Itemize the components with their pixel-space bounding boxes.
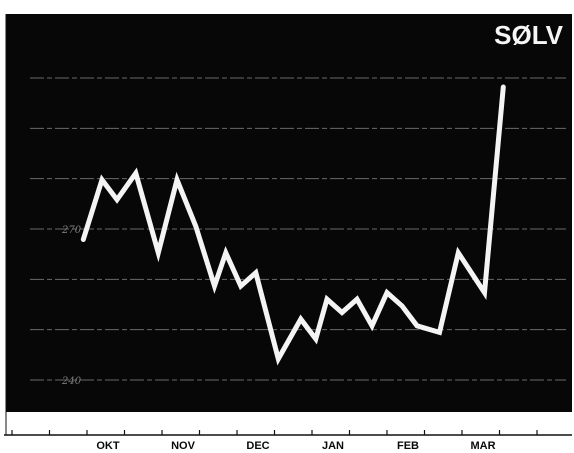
y-tick-label: 270 <box>61 225 82 236</box>
x-tick-label: FEB <box>397 440 419 452</box>
data-point <box>371 325 373 327</box>
data-point <box>401 305 403 307</box>
data-point <box>240 285 242 287</box>
data-point <box>82 239 84 240</box>
x-tick-label: DEC <box>246 440 269 452</box>
data-point <box>416 325 418 327</box>
plot-area <box>6 14 572 412</box>
data-point <box>300 318 302 320</box>
x-tick-label: NOV <box>171 440 196 452</box>
data-point <box>135 172 137 174</box>
data-point <box>439 331 440 333</box>
data-point <box>101 179 103 181</box>
data-point <box>484 292 485 294</box>
y-tick-label: 240 <box>61 376 82 387</box>
data-point <box>225 252 227 254</box>
data-point <box>457 252 459 254</box>
data-point <box>502 86 504 88</box>
data-point <box>277 358 279 360</box>
data-point <box>341 312 343 313</box>
x-tick-label: OKT <box>96 440 120 452</box>
data-point <box>116 199 118 201</box>
data-point <box>315 338 317 340</box>
y-axis-ticks: 270 240 <box>61 225 82 387</box>
data-point <box>356 298 358 300</box>
data-point <box>157 252 159 254</box>
x-tick-label: MAR <box>470 440 495 452</box>
chart-title: SØLV <box>494 20 564 50</box>
data-point <box>326 298 328 300</box>
data-point <box>176 179 178 181</box>
data-point <box>195 225 197 227</box>
x-axis-ticks: OKT NOV DEC JAN FEB MAR <box>11 430 538 452</box>
data-point <box>255 272 257 274</box>
data-point <box>214 285 215 287</box>
series-group <box>80 84 506 366</box>
data-point <box>386 292 388 294</box>
x-tick-label: JAN <box>322 440 344 452</box>
